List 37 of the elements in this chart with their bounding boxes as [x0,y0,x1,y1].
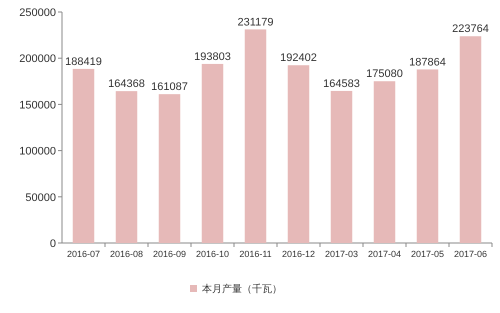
x-tick-label: 2017-05 [410,249,444,259]
y-tick-label: 50000 [25,192,56,204]
bar [116,91,138,243]
bar [202,64,224,243]
x-tick-label: 2017-03 [324,249,358,259]
bar [244,29,266,243]
x-tick-label: 2017-06 [454,249,488,259]
y-tick-label: 100000 [19,146,56,158]
y-tick-label: 200000 [19,53,56,66]
data-label: 193803 [194,50,231,63]
data-label: 192402 [280,52,317,64]
data-label: 231179 [238,16,274,28]
data-label: 164368 [108,78,145,90]
x-tick-label: 2016-11 [239,249,272,259]
legend-label: 本月产量（千瓦） [202,283,282,295]
bar [460,36,482,243]
data-label: 188419 [65,56,102,68]
x-tick-label: 2017-04 [368,249,402,259]
data-label: 223764 [452,23,489,36]
y-tick-label: 0 [50,238,56,250]
data-label: 161087 [151,81,188,94]
x-tick-label: 2016-12 [282,249,316,259]
bar [374,81,396,243]
x-tick-label: 2016-10 [196,249,230,259]
bar [288,65,310,243]
y-tick-label: 150000 [19,99,56,112]
bar [330,90,352,243]
bar [72,68,94,243]
x-tick-label: 2016-09 [152,249,186,259]
data-label: 164583 [323,78,360,90]
y-tick-label: 250000 [19,7,56,19]
x-tick-label: 2016-07 [66,249,100,259]
data-label: 175080 [366,68,403,80]
bar [158,94,180,243]
x-tick-label: 2016-08 [110,249,144,259]
bar [416,69,438,243]
data-label: 187864 [409,56,446,68]
